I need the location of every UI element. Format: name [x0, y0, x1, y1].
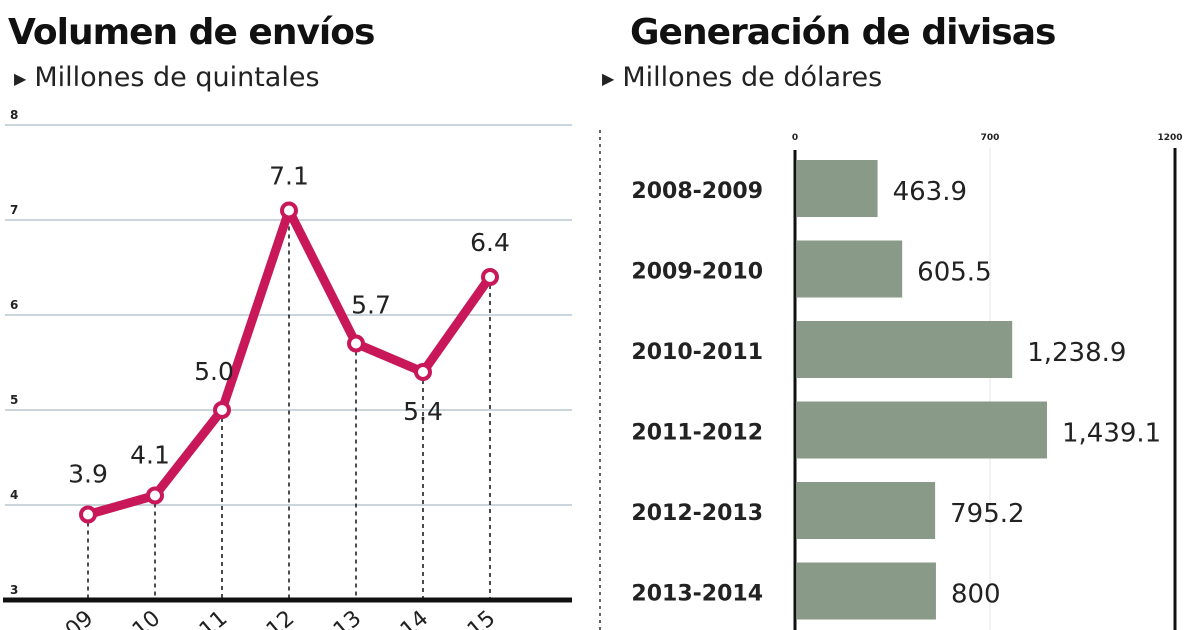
y-tick-label: 8: [10, 108, 18, 122]
data-point: [347, 334, 365, 353]
x-tick-label: 700: [981, 133, 1000, 143]
left-chart-title: Volumen de envíos: [8, 12, 375, 53]
data-label: 4.1: [130, 441, 170, 470]
bar: [797, 482, 936, 539]
category-label: 2009-2010: [631, 260, 763, 285]
x-tick-label: 10: [128, 606, 166, 630]
category-label: 2008-2009: [631, 179, 763, 204]
x-tick-label: 12: [262, 606, 300, 630]
x-tick-label: 0: [792, 133, 798, 143]
category-label: 2013-2014: [631, 582, 763, 607]
data-point: [481, 268, 499, 286]
data-point: [280, 201, 298, 220]
data-label: 3.9: [68, 460, 108, 489]
triangle-icon: ▶: [602, 69, 615, 88]
bar: [797, 160, 878, 217]
data-label: 795.2: [950, 499, 1024, 529]
x-tick-label: 09: [61, 606, 99, 630]
data-label: 7.1: [269, 162, 309, 191]
right-chart-subtitle: ▶ Millones de dólares: [602, 62, 882, 93]
data-label: 1,439.1: [1062, 419, 1161, 449]
data-label: 5.0: [194, 357, 234, 386]
bar: [797, 401, 1047, 459]
x-tick-label: 1200: [1157, 133, 1182, 143]
data-label: 800: [951, 580, 1001, 610]
data-point: [79, 505, 97, 524]
data-point: [414, 363, 432, 381]
data-label: 5.7: [351, 291, 391, 320]
data-label: 5.4: [403, 397, 443, 426]
x-tick-label: 11: [195, 606, 233, 630]
left-chart-subtitle: ▶ Millones de quintales: [14, 62, 320, 93]
category-label: 2010-2011: [631, 340, 763, 365]
data-label: 1,238.9: [1027, 338, 1126, 368]
y-tick-label: 3: [10, 583, 18, 597]
data-point: [213, 401, 231, 419]
triangle-icon: ▶: [14, 69, 27, 88]
right-subtitle-text: Millones de dólares: [622, 62, 883, 93]
data-label: 6.4: [470, 228, 510, 257]
data-label: 605.5: [917, 258, 991, 288]
x-tick-label: 13: [329, 606, 367, 630]
data-label: 463.9: [893, 177, 967, 207]
y-tick-label: 6: [10, 298, 18, 312]
left-subtitle-text: Millones de quintales: [34, 62, 320, 93]
y-tick-label: 4: [10, 488, 18, 502]
x-tick-label: 15: [463, 606, 501, 630]
y-tick-label: 7: [10, 203, 18, 217]
y-tick-label: 5: [10, 393, 18, 407]
category-label: 2011-2012: [631, 421, 763, 446]
data-point: [146, 486, 164, 505]
x-tick-label: 14: [396, 606, 434, 630]
category-label: 2012-2013: [631, 501, 763, 526]
bar: [797, 321, 1013, 378]
right-chart-title: Generación de divisas: [630, 12, 1056, 53]
bar: [797, 240, 903, 298]
bar: [797, 562, 936, 620]
